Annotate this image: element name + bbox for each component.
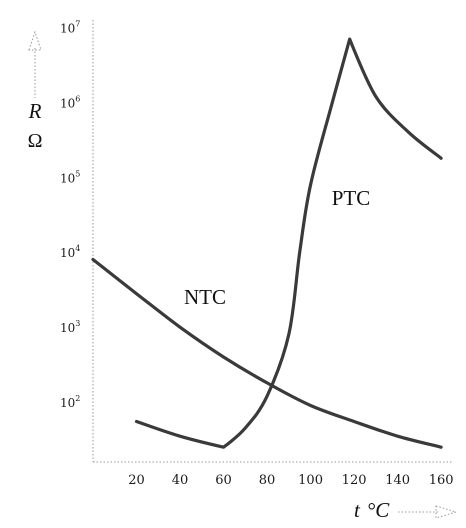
y-tick-label: 104 <box>60 244 80 260</box>
series-label-ntc: NTC <box>184 285 226 309</box>
x-tick-labels: 20 40 60 80 100 120 140 160 <box>128 473 453 488</box>
x-tick-label: 140 <box>385 473 410 488</box>
x-tick-label: 160 <box>429 473 454 488</box>
series-line-ntc <box>91 257 443 449</box>
x-axis-arrow <box>398 505 458 519</box>
x-tick-label: 80 <box>259 473 276 488</box>
series-line-ptc <box>134 37 443 449</box>
y-axis-unit: Ω <box>28 130 43 152</box>
x-tick-label: 20 <box>128 473 145 488</box>
x-tick-label: 120 <box>342 473 367 488</box>
x-tick-label: 100 <box>298 473 323 488</box>
y-tick-labels: 102 103 104 105 106 107 <box>60 19 80 410</box>
y-tick-label: 106 <box>60 94 80 110</box>
x-axis-label: t °C <box>354 498 390 522</box>
y-axis-arrow <box>28 30 42 98</box>
x-tick-label: 60 <box>215 473 232 488</box>
series-label-ptc: PTC <box>332 186 371 210</box>
y-tick-label: 102 <box>60 394 80 410</box>
y-tick-label: 103 <box>60 319 80 335</box>
x-axis-var: t <box>354 498 361 522</box>
x-tick-label: 40 <box>172 473 189 488</box>
y-tick-label: 107 <box>60 19 80 35</box>
x-axis-unit: °C <box>367 498 390 522</box>
y-tick-label: 105 <box>60 169 80 185</box>
y-axis-label: R <box>28 99 42 123</box>
